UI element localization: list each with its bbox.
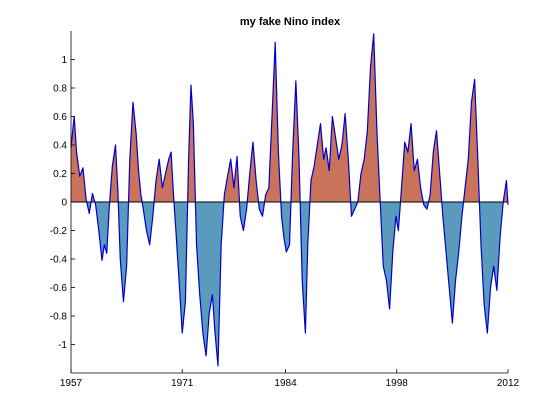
x-tick-label: 1984 (274, 378, 297, 389)
x-tick-label: 1957 (60, 378, 83, 389)
negative-anomaly-area (71, 202, 508, 366)
y-tick-label: 0.8 (53, 84, 67, 95)
y-tick-label: 0 (61, 198, 67, 209)
y-tick-label: 0.2 (53, 169, 67, 180)
x-tick-label: 1998 (386, 378, 409, 389)
y-tick-label: -0.4 (50, 255, 68, 266)
y-tick-label: -0.6 (50, 283, 68, 294)
y-tick-label: -0.2 (50, 226, 68, 237)
x-tick-label: 2012 (497, 378, 520, 389)
y-tick-label: -0.8 (50, 312, 68, 323)
y-tick-label: 0.6 (53, 112, 67, 123)
positive-anomaly-area (71, 33, 508, 202)
plot-area: 1957 1971 1984 1998 2012 -1 -0.8 -0.6 -0.4 -0.2 0 0… (50, 31, 520, 389)
y-tick-label: 0.4 (53, 141, 67, 152)
x-tick-label: 1971 (171, 378, 194, 389)
y-tick-label: -1 (58, 340, 67, 351)
chart-title: my fake Nino index (240, 16, 341, 28)
y-tick-label: 1 (61, 55, 67, 66)
nino-index-line (70, 33, 509, 367)
